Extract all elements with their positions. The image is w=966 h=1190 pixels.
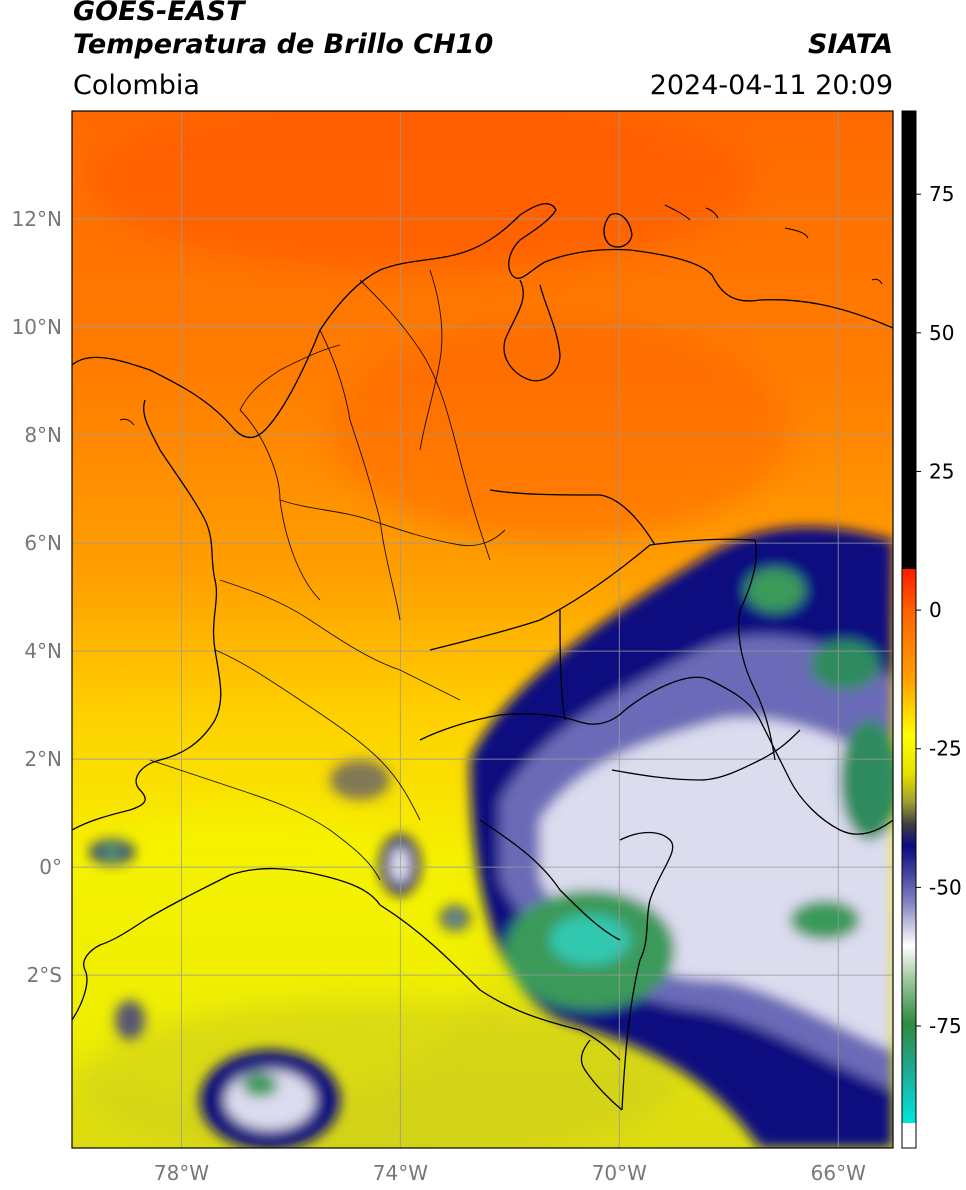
- country-borders: [72, 203, 893, 1111]
- lat-tick-label: 10°N: [12, 315, 62, 339]
- graticule: [72, 111, 893, 1148]
- colorbar-tick-label: 25: [929, 459, 954, 483]
- department-borders: [149, 269, 506, 881]
- brightness-temperature-field: [72, 111, 893, 1148]
- agency-label: SIATA: [807, 29, 893, 60]
- lat-tick-label: 2°N: [24, 747, 62, 771]
- region-label: Colombia: [73, 70, 200, 101]
- colorbar-tick-label: 75: [929, 182, 954, 206]
- datetime-label: 2024-04-11 20:09: [649, 70, 893, 101]
- lat-tick-label: 12°N: [12, 207, 62, 231]
- caribbean-islands: [119, 204, 883, 426]
- colorbar-tick-label: -25: [929, 737, 962, 761]
- lon-tick-label: 70°W: [592, 1161, 647, 1185]
- lat-tick-label: 6°N: [24, 531, 62, 555]
- longitude-tick-labels: 78°W 74°W 70°W 66°W: [154, 1161, 866, 1185]
- lat-tick-label: 8°N: [24, 423, 62, 447]
- lon-tick-label: 66°W: [811, 1161, 866, 1185]
- product-title: Temperatura de Brillo CH10: [73, 29, 494, 60]
- lat-tick-label: 2°S: [27, 963, 62, 987]
- colorbar-tick-label: 50: [929, 321, 954, 345]
- latitude-tick-labels: 12°N 10°N 8°N 6°N 4°N 2°N 0° 2°S: [12, 207, 62, 987]
- lon-tick-label: 74°W: [373, 1161, 428, 1185]
- map-frame: [71, 110, 894, 1149]
- colorbar-tick-label: -50: [929, 875, 962, 899]
- colorbar: 75 50 25 0 -25 -50 -75: [901, 110, 962, 1149]
- lon-tick-label: 78°W: [154, 1161, 209, 1185]
- satellite-title: GOES-EAST: [73, 0, 245, 27]
- lat-tick-label: 0°: [39, 855, 62, 879]
- colorbar-tick-label: -75: [929, 1014, 962, 1038]
- lat-tick-label: 4°N: [24, 639, 62, 663]
- colorbar-black-segment: [902, 111, 916, 569]
- colorbar-white-segment: [902, 1123, 916, 1148]
- colorbar-frame: [901, 110, 917, 1149]
- colorbar-tick-labels: 75 50 25 0 -25 -50 -75: [916, 182, 962, 1038]
- colorbar-gradient-segment: [902, 569, 916, 1123]
- colorbar-tick-label: 0: [929, 598, 942, 622]
